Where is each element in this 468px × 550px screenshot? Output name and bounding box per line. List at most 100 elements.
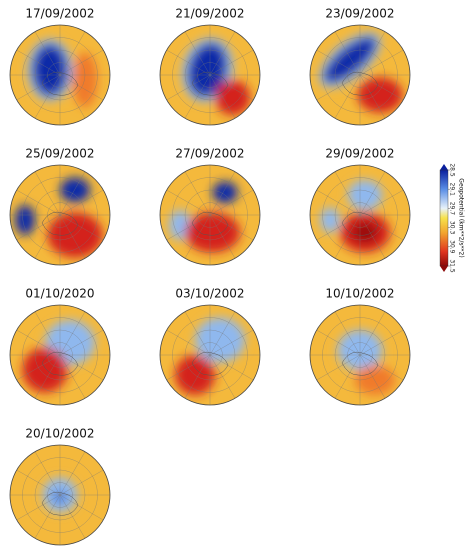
- map-border: [309, 24, 411, 126]
- panel-title: 20/10/2002: [25, 427, 94, 441]
- panel-title: 29/09/2002: [325, 147, 394, 161]
- anomalies: [181, 37, 250, 115]
- longitude-line: [59, 31, 86, 76]
- map-border: [9, 24, 111, 126]
- map-border: [309, 164, 411, 266]
- longitude-line: [59, 494, 86, 539]
- map: [10, 165, 110, 265]
- longitude-line: [34, 214, 61, 259]
- coastline: [41, 71, 79, 96]
- longitude-line: [209, 171, 236, 216]
- longitude-line: [359, 354, 386, 399]
- longitude-line: [59, 74, 104, 101]
- longitude-line: [166, 354, 211, 381]
- longitude-line: [209, 74, 254, 101]
- colorbar-tick-label: 29.7: [449, 202, 456, 216]
- map: [310, 305, 410, 405]
- longitude-line: [209, 354, 236, 399]
- longitude-line: [334, 214, 361, 259]
- map-border: [9, 164, 111, 266]
- anomaly: [215, 80, 250, 115]
- anomaly: [60, 177, 90, 203]
- longitude-line: [334, 354, 361, 399]
- anomalies: [22, 320, 95, 393]
- map-border: [9, 304, 111, 406]
- longitude-line: [209, 311, 236, 356]
- map-border: [159, 24, 261, 126]
- colorbar-tick-label: 28.5: [449, 163, 456, 177]
- longitude-line: [34, 354, 61, 399]
- longitude-line: [334, 311, 361, 356]
- longitude-line: [34, 171, 61, 216]
- longitude-line: [184, 354, 211, 399]
- longitude-line: [359, 354, 404, 381]
- anomaly: [347, 180, 383, 210]
- longitude-line: [59, 49, 104, 76]
- longitude-line: [209, 49, 254, 76]
- longitude-line: [34, 74, 61, 119]
- map-border: [159, 164, 261, 266]
- longitude-line: [359, 171, 386, 216]
- longitude-line: [184, 171, 211, 216]
- anomaly: [212, 181, 238, 204]
- anomalies: [169, 181, 240, 253]
- map: [10, 305, 110, 405]
- panel-title: 25/09/2002: [25, 147, 94, 161]
- anomalies: [320, 180, 390, 253]
- longitude-line: [59, 329, 104, 356]
- longitude-line: [59, 214, 104, 241]
- longitude-line: [59, 354, 86, 399]
- longitude-line: [209, 74, 236, 119]
- longitude-line: [209, 214, 236, 259]
- longitude-line: [209, 31, 236, 76]
- longitude-line: [34, 451, 61, 496]
- anomaly: [22, 347, 68, 393]
- longitude-line: [359, 214, 386, 259]
- coastline: [41, 491, 79, 516]
- longitude-line: [59, 311, 86, 356]
- map: [160, 25, 260, 125]
- longitude-line: [166, 329, 211, 356]
- anomaly: [185, 212, 240, 253]
- longitude-line: [16, 189, 61, 216]
- panel-title: 21/09/2002: [175, 7, 244, 21]
- panel-title: 17/09/2002: [25, 7, 94, 21]
- longitude-line: [59, 494, 104, 521]
- longitude-line: [359, 31, 386, 76]
- anomaly: [187, 42, 228, 98]
- longitude-line: [316, 354, 361, 381]
- longitude-line: [359, 74, 386, 119]
- coastline: [341, 71, 379, 96]
- coastline: [341, 211, 379, 236]
- longitude-line: [316, 189, 361, 216]
- longitude-line: [209, 214, 254, 241]
- coastline: [341, 351, 379, 376]
- longitude-line: [316, 49, 361, 76]
- longitude-line: [316, 214, 361, 241]
- coastline: [191, 211, 229, 236]
- longitude-line: [16, 354, 61, 381]
- longitude-line: [359, 189, 404, 216]
- anomaly: [355, 365, 395, 395]
- panel-title: 10/10/2002: [325, 287, 394, 301]
- longitude-line: [16, 214, 61, 241]
- longitude-line: [16, 329, 61, 356]
- longitude-line: [359, 49, 404, 76]
- panel-title: 03/10/2002: [175, 287, 244, 301]
- longitude-line: [59, 189, 104, 216]
- longitude-line: [334, 31, 361, 76]
- longitude-line: [16, 74, 61, 101]
- map: [160, 305, 260, 405]
- anomaly: [357, 77, 403, 113]
- colorbar-tick-label: 30.3: [449, 221, 456, 235]
- coastline: [191, 351, 229, 376]
- longitude-line: [16, 469, 61, 496]
- longitude-line: [34, 311, 61, 356]
- longitude-line: [16, 494, 61, 521]
- longitude-line: [166, 214, 211, 241]
- longitude-line: [316, 74, 361, 101]
- longitude-line: [359, 214, 404, 241]
- anomaly: [15, 205, 35, 235]
- longitude-line: [359, 329, 404, 356]
